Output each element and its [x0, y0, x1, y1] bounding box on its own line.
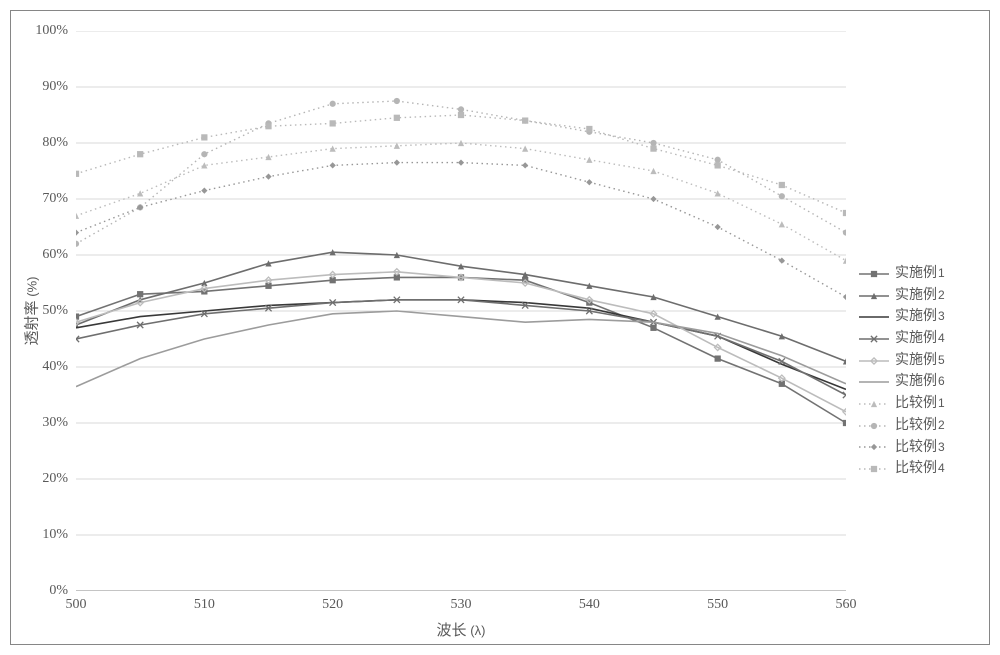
legend-swatch	[859, 331, 889, 347]
legend-item-s2: 实施例2	[859, 285, 945, 307]
legend-item-c1: 比较例1	[859, 393, 945, 415]
y-tick-label: 10%	[18, 527, 68, 543]
legend-label: 实施例2	[895, 285, 945, 307]
legend-swatch	[859, 396, 889, 412]
y-tick-label: 70%	[18, 191, 68, 207]
x-tick-label: 500	[66, 597, 87, 613]
legend-label: 比较例3	[895, 437, 945, 459]
y-tick-label: 60%	[18, 247, 68, 263]
y-tick-label: 20%	[18, 471, 68, 487]
x-tick-label: 560	[836, 597, 857, 613]
legend-swatch	[859, 353, 889, 369]
y-tick-label: 0%	[18, 583, 68, 599]
legend-item-s6: 实施例6	[859, 371, 945, 393]
legend-item-s3: 实施例3	[859, 306, 945, 328]
chart-frame: 透射率 (%) 波长 (λ) 0%10%20%30%40%50%60%70%80…	[10, 10, 990, 645]
legend: 实施例1实施例2实施例3实施例4实施例5实施例6比较例1比较例2比较例3比较例4	[859, 263, 945, 480]
legend-label: 实施例1	[895, 263, 945, 285]
x-axis-unit: (λ)	[470, 623, 485, 638]
series-s3	[76, 300, 846, 390]
chart-svg	[76, 31, 846, 591]
y-tick-label: 90%	[18, 79, 68, 95]
y-tick-label: 100%	[18, 23, 68, 39]
legend-item-s4: 实施例4	[859, 328, 945, 350]
x-tick-label: 530	[451, 597, 472, 613]
legend-item-s5: 实施例5	[859, 350, 945, 372]
legend-label: 比较例1	[895, 393, 945, 415]
y-tick-label: 30%	[18, 415, 68, 431]
legend-item-c4: 比较例4	[859, 458, 945, 480]
y-tick-label: 80%	[18, 135, 68, 151]
plot-area: 透射率 (%) 波长 (λ) 0%10%20%30%40%50%60%70%80…	[76, 31, 846, 591]
legend-swatch	[859, 309, 889, 325]
y-tick-label: 50%	[18, 303, 68, 319]
series-s2	[76, 249, 846, 364]
legend-swatch	[859, 288, 889, 304]
legend-label: 实施例3	[895, 306, 945, 328]
legend-item-c2: 比较例2	[859, 415, 945, 437]
x-tick-label: 540	[579, 597, 600, 613]
x-axis-title: 波长 (λ)	[437, 619, 486, 640]
x-tick-label: 520	[322, 597, 343, 613]
legend-label: 实施例4	[895, 328, 945, 350]
legend-swatch	[859, 266, 889, 282]
x-axis-label-text: 波长	[437, 623, 467, 639]
legend-swatch	[859, 461, 889, 477]
x-tick-label: 550	[707, 597, 728, 613]
legend-item-s1: 实施例1	[859, 263, 945, 285]
legend-swatch	[859, 374, 889, 390]
legend-item-c3: 比较例3	[859, 437, 945, 459]
legend-swatch	[859, 418, 889, 434]
legend-label: 实施例6	[895, 371, 945, 393]
legend-label: 实施例5	[895, 350, 945, 372]
x-tick-label: 510	[194, 597, 215, 613]
legend-swatch	[859, 439, 889, 455]
series-c2	[76, 98, 846, 247]
series-c1	[76, 140, 846, 264]
series-s6	[76, 311, 846, 387]
legend-label: 比较例2	[895, 415, 945, 437]
y-tick-label: 40%	[18, 359, 68, 375]
y-axis-unit: (%)	[25, 277, 40, 297]
series-s1	[76, 274, 846, 426]
legend-label: 比较例4	[895, 458, 945, 480]
